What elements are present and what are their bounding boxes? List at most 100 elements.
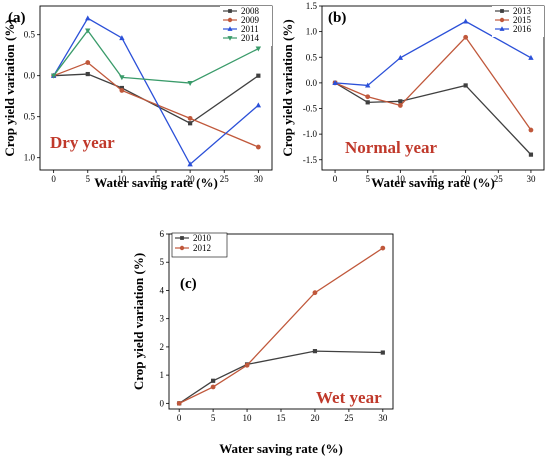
panel-annotation: Wet year [316,388,382,407]
panel-b-normal-year: 0 5 10 15 20 25 30 1.5 1.0 0.5 0.0 -0.5 -1.0 -1.5 Crop… [280,1,545,190]
y-tick-label: 0.0 [24,71,36,81]
y-tick-label: 1.5 [306,1,318,11]
x-tick-label: 15 [429,174,439,184]
legend-swatch-marker [180,236,184,240]
x-tick-label: 20 [186,174,196,184]
y-tick-label: 0.5 [306,52,318,62]
data-point-2014 [255,46,262,52]
x-tick-label: 5 [86,174,91,184]
data-point-2016 [397,54,404,60]
data-point-2008 [85,71,90,77]
y-tick-label: 5 [160,257,165,267]
data-point-2012 [176,400,182,406]
x-axis-label: Water saving rate (%) [219,441,343,456]
legend-swatch-marker [499,26,505,31]
legend-entry: 2013 [513,6,532,16]
data-point-2016 [528,54,534,60]
panel-label: (a) [8,10,26,26]
data-point-2011 [119,35,125,41]
panel-annotation: Normal year [345,138,438,157]
y-tick-label: -1.0 [303,129,318,139]
y-axis-label: Crop yield variation (%) [280,19,295,156]
x-tick-label: 30 [526,174,536,184]
data-point-2008 [256,73,261,78]
y-tick-label: 0.5 [24,30,36,40]
data-point-2015 [463,34,469,40]
data-point-2009 [119,88,125,93]
y-tick-label: 2 [160,342,165,352]
x-tick-label: 15 [277,413,287,423]
x-tick-label: 10 [243,413,253,423]
y-tick-label: 0.5 [24,112,36,122]
data-point-2015 [365,94,371,100]
legend-entry: 2015 [513,15,532,25]
data-point-2010 [380,350,385,355]
data-point-2012 [380,245,386,251]
legend-swatch-marker [227,26,233,31]
y-tick-label: 6 [160,229,165,239]
panel-annotation: Dry year [50,133,115,152]
data-point-2010 [312,349,318,354]
data-point-2008 [119,85,124,91]
y-tick-label: 4 [160,285,165,295]
data-point-2014 [187,80,193,86]
y-axis-label: Crop yield variation (%) [2,19,17,156]
x-tick-label: 15 [152,174,162,184]
x-tick-label: 25 [494,174,504,184]
data-point-2013 [528,152,534,157]
legend-entry: 2010 [193,233,212,243]
y-tick-label: 1.0 [306,27,318,37]
x-tick-label: 25 [344,413,354,423]
panel-a-dry-year: 0 5 10 15 20 25 30 0.5 0.0 0.5 1.0 Crop yield varia… [2,5,273,190]
legend-swatch-marker [227,36,233,41]
data-point-2014 [50,73,57,79]
data-point-2015 [528,127,534,133]
data-point-2013 [463,83,468,88]
x-tick-label: 0 [51,174,56,184]
y-tick-label: -1.5 [303,155,318,165]
x-tick-label: 25 [220,174,230,184]
x-tick-label: 5 [211,413,216,423]
x-tick-label: 0 [333,174,338,184]
x-tick-label: 20 [461,174,471,184]
data-point-2016 [462,18,469,24]
y-tick-label: 0 [160,398,165,408]
data-point-2012 [312,290,318,296]
series-2016 [332,18,534,88]
y-tick-label: 1.0 [24,153,36,163]
legend-entry: 2012 [193,243,211,253]
legend-swatch-marker [500,9,504,13]
data-point-2014 [119,75,125,81]
legend-swatch-marker [228,9,232,13]
series-2012 [176,245,386,406]
data-point-2009 [255,144,261,150]
x-tick-label: 10 [117,174,127,184]
data-point-2009 [85,60,91,65]
data-point-2013 [365,100,370,105]
data-point-2011 [85,15,91,21]
x-tick-label: 30 [378,413,388,423]
x-axis-label: Water saving rate (%) [94,175,218,190]
x-tick-label: 0 [177,413,182,423]
plot-frame [168,233,394,410]
series-2015 [332,34,534,133]
data-point-2016 [332,79,338,85]
y-tick-label: 1 [160,370,165,380]
series-line-2015 [334,36,532,131]
legend-entry: 2011 [241,24,259,34]
y-axis-label: Crop yield variation (%) [131,253,146,390]
panel-label: (b) [328,10,346,26]
data-point-2011 [255,102,262,108]
legend-entry: 2008 [241,6,260,16]
data-point-2014 [85,28,91,34]
x-axis-label: Water saving rate (%) [371,175,495,190]
data-point-2016 [365,82,371,88]
data-point-2011 [187,161,193,167]
x-tick-label: 10 [396,174,406,184]
data-point-2012 [244,362,250,368]
legend-entry: 2009 [241,15,260,25]
panel-c-wet-year: 0 5 10 15 20 25 30 0 1 2 3 4 5 6 Crop yield variation … [131,229,394,456]
